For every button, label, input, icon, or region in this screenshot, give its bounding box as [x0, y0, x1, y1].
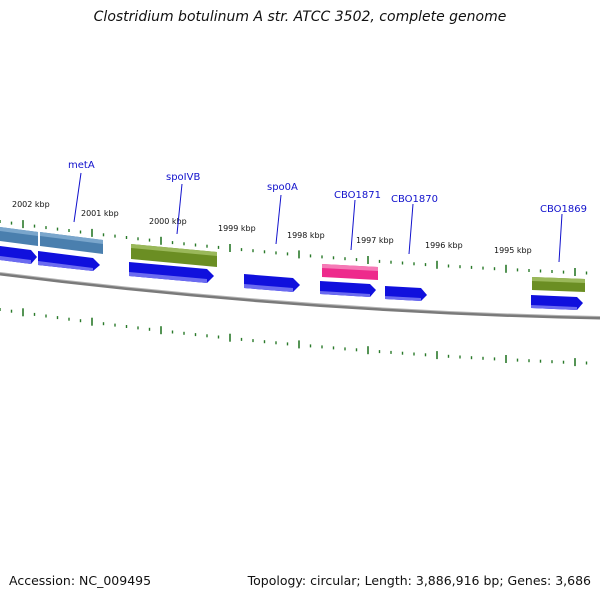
genome-backbone — [0, 272, 600, 320]
lower-tick-ring — [0, 308, 588, 367]
tick-label-1998: 1998 kbp — [287, 231, 325, 240]
gene-label-spo0A[interactable]: spo0A — [267, 182, 298, 193]
cds-pink-CBO1871-shade — [322, 264, 378, 271]
tick-label-1999: 1999 kbp — [218, 224, 256, 233]
accession-text: Accession: NC_009495 — [9, 573, 152, 588]
cds-forward-1-shade — [0, 256, 31, 264]
cds-forward-metA-shade — [38, 261, 93, 271]
cds-olive-CBO1869-shade — [532, 277, 585, 283]
cds-steelblue-1-shade — [0, 227, 38, 236]
cds-forward-CBO1869-shade — [531, 305, 577, 310]
gene-label-CBO1870[interactable]: CBO1870 — [391, 194, 438, 205]
cds-steelblue-2-shade — [40, 232, 103, 244]
cds-olive-spoIVB-shade — [131, 244, 217, 256]
leader-CBO1870 — [408, 203, 414, 255]
leader-CBO1871 — [350, 199, 356, 251]
gene-label-spoIVB[interactable]: spoIVB — [166, 172, 200, 183]
label-leaders — [73, 172, 563, 263]
cds-forward-CBO1871-shade — [320, 291, 370, 297]
tick-label-1996: 1996 kbp — [425, 241, 463, 250]
cds-forward-spo0A-shade — [244, 284, 293, 292]
gene-label-CBO1871[interactable]: CBO1871 — [334, 190, 381, 201]
leader-metA — [73, 172, 82, 223]
tick-label-2002: 2002 kbp — [12, 200, 50, 209]
tick-label-1997: 1997 kbp — [356, 236, 394, 245]
backbone-highlight — [0, 272, 600, 317]
gene-label-CBO1869[interactable]: CBO1869 — [540, 204, 587, 215]
upper-tick-ring — [0, 220, 588, 276]
tick-label-2000: 2000 kbp — [149, 217, 187, 226]
map-title: Clostridium botulinum A str. ATCC 3502, … — [93, 9, 507, 25]
leader-spoIVB — [176, 183, 183, 235]
gene-label-metA[interactable]: metA — [68, 160, 95, 171]
feature-row-upper — [0, 227, 585, 292]
genome-summary-text: Topology: circular; Length: 3,886,916 bp… — [247, 573, 591, 588]
tick-label-2001: 2001 kbp — [81, 209, 119, 218]
leader-spo0A — [275, 194, 282, 245]
tick-label-1995: 1995 kbp — [494, 246, 532, 255]
cds-forward-spoIVB-shade — [129, 272, 207, 283]
leader-CBO1869 — [558, 213, 563, 263]
cds-forward-CBO1870-shade — [385, 296, 421, 301]
feature-row-forward — [0, 246, 583, 310]
